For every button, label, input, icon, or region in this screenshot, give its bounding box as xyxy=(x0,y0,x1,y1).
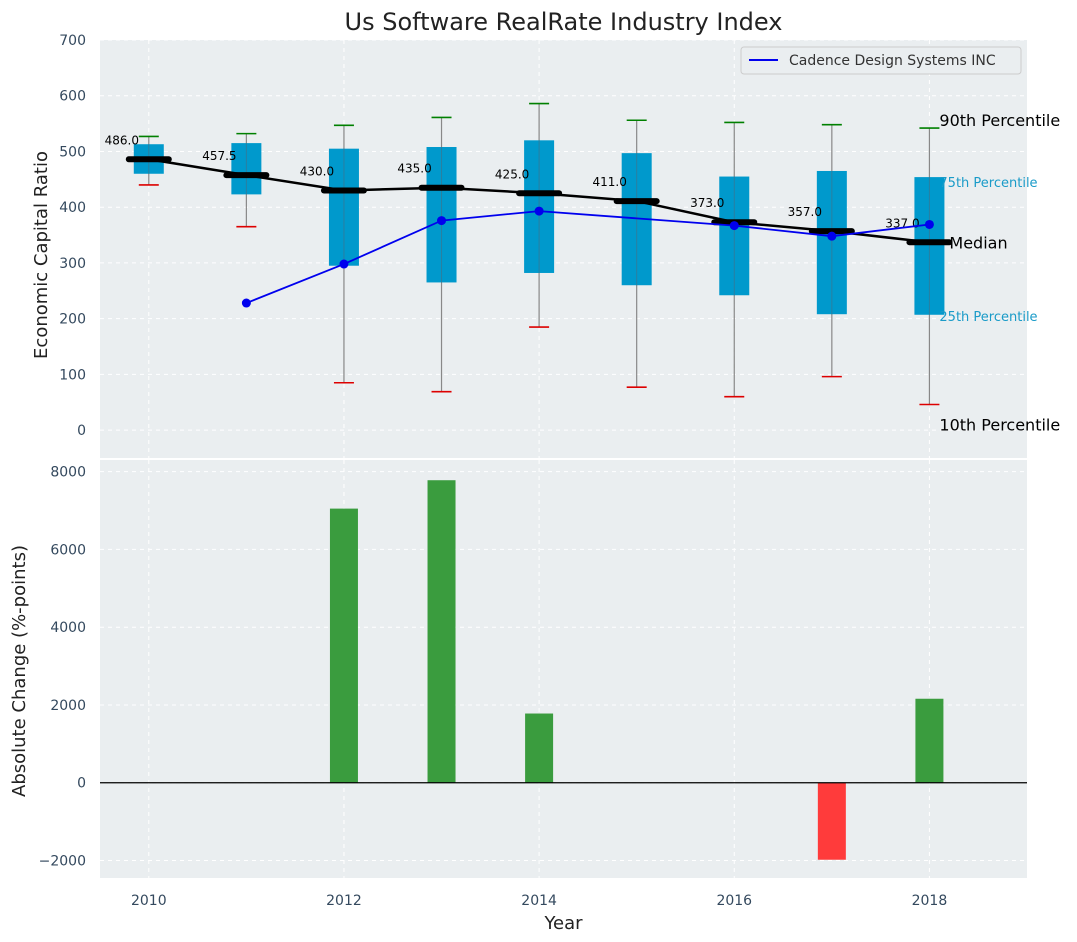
p10-label: 10th Percentile xyxy=(939,415,1060,434)
median-label: Median xyxy=(949,233,1007,252)
median-value-label: 486.0 xyxy=(105,133,139,147)
x-tick-label: 2018 xyxy=(912,893,948,909)
x-tick-label: 2014 xyxy=(521,893,557,909)
change-bar xyxy=(329,508,358,783)
bottom-y-tick-label: 2000 xyxy=(50,698,86,714)
top-y-tick-label: 300 xyxy=(59,256,86,272)
company-series-point xyxy=(924,219,934,229)
company-series-point xyxy=(729,221,739,231)
chart-title: Us Software RealRate Industry Index xyxy=(345,8,783,36)
x-axis-title: Year xyxy=(543,913,583,934)
legend-entry-label: Cadence Design Systems INC xyxy=(789,53,996,69)
median-value-label: 357.0 xyxy=(788,205,822,219)
top-y-tick-label: 500 xyxy=(59,144,86,160)
median-value-label: 373.0 xyxy=(690,196,724,210)
median-value-label: 435.0 xyxy=(397,162,431,176)
top-y-tick-label: 200 xyxy=(59,312,86,328)
top-panel-background xyxy=(100,40,1027,458)
bottom-y-tick-label: −2000 xyxy=(39,854,86,870)
bottom-y-tick-label: 8000 xyxy=(50,465,86,481)
median-value-label: 425.0 xyxy=(495,167,529,181)
company-series-point xyxy=(534,206,544,216)
bottom-y-axis-title: Absolute Change (%-points) xyxy=(9,545,30,797)
x-tick-label: 2016 xyxy=(716,893,752,909)
top-y-tick-label: 400 xyxy=(59,200,86,216)
top-y-tick-label: 0 xyxy=(77,423,86,439)
change-bar xyxy=(915,698,944,783)
top-y-tick-label: 600 xyxy=(59,89,86,105)
median-value-label: 430.0 xyxy=(300,164,334,178)
bottom-y-tick-label: 0 xyxy=(77,776,86,792)
median-value-label: 411.0 xyxy=(593,175,627,189)
p75-label: 75th Percentile xyxy=(939,176,1037,191)
top-y-axis-title: Economic Capital Ratio xyxy=(31,151,52,359)
p90-label: 90th Percentile xyxy=(939,111,1060,130)
change-bar xyxy=(525,713,554,783)
x-tick-label: 2012 xyxy=(326,893,362,909)
top-y-tick-label: 700 xyxy=(59,33,86,49)
top-y-tick-label: 100 xyxy=(59,367,86,383)
legend-box xyxy=(740,46,1022,75)
company-series-point xyxy=(241,298,251,308)
x-tick-label: 2010 xyxy=(131,893,167,909)
median-value-label: 457.5 xyxy=(202,149,236,163)
company-series-point xyxy=(339,259,349,269)
bottom-y-tick-label: 4000 xyxy=(50,620,86,636)
company-series-point xyxy=(437,216,447,226)
change-bar xyxy=(427,480,456,783)
p25-label: 25th Percentile xyxy=(939,310,1037,325)
change-bar xyxy=(817,782,846,860)
bottom-panel-background xyxy=(100,460,1027,878)
bottom-y-tick-label: 6000 xyxy=(50,542,86,558)
company-series-point xyxy=(827,231,837,241)
